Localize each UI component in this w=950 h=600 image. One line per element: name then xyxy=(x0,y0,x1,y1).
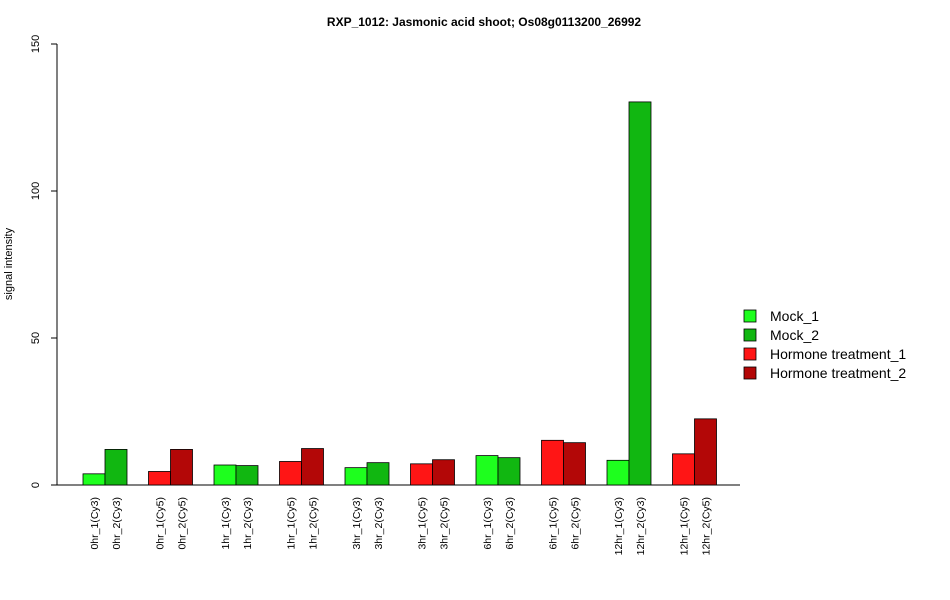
legend-swatch xyxy=(743,328,757,342)
x-tick-label: 12hr_2(Cy3) xyxy=(635,497,647,555)
bar-1hr-1-cy3 xyxy=(213,464,237,486)
bar-3hr-2-cy3 xyxy=(366,462,390,486)
x-tick-label: 6hr_2(Cy3) xyxy=(504,497,516,550)
bar-3hr-2-cy5 xyxy=(432,459,455,486)
x-tick-label: 0hr_1(Cy5) xyxy=(155,497,167,550)
bar-6hr-1-cy3 xyxy=(475,455,499,486)
x-tick-label: 12hr_2(Cy5) xyxy=(701,497,713,555)
bar-1hr-2-cy3 xyxy=(235,465,259,486)
bar-0hr-1-cy3 xyxy=(82,473,106,486)
y-tick-label: 50 xyxy=(30,332,42,344)
bar-6hr-2-cy5 xyxy=(563,442,586,486)
x-tick-label: 6hr_1(Cy5) xyxy=(548,497,560,550)
x-tick-label: 0hr_2(Cy5) xyxy=(177,497,189,550)
x-tick-label: 1hr_2(Cy3) xyxy=(242,497,254,550)
bar-0hr-2-cy5 xyxy=(170,449,193,486)
bar-3hr-1-cy3 xyxy=(344,467,368,486)
legend-label: Mock_1 xyxy=(770,308,819,324)
x-tick-label: 3hr_1(Cy5) xyxy=(417,497,429,550)
x-tick-label: 1hr_1(Cy3) xyxy=(220,497,232,550)
bar-6hr-2-cy3 xyxy=(497,457,521,486)
y-tick-label: 150 xyxy=(30,35,42,53)
legend-label: Hormone treatment_1 xyxy=(770,346,906,362)
bar-12hr-2-cy5 xyxy=(694,418,717,486)
x-tick-label: 1hr_2(Cy5) xyxy=(308,497,320,550)
legend-swatch xyxy=(743,309,757,323)
legend-swatch xyxy=(743,347,757,361)
legend-label: Mock_2 xyxy=(770,327,819,343)
x-tick-label: 1hr_1(Cy5) xyxy=(286,497,298,550)
x-tick-label: 0hr_1(Cy3) xyxy=(89,497,101,550)
bar-1hr-1-cy5 xyxy=(279,461,302,486)
bar-12hr-2-cy3 xyxy=(628,101,652,486)
x-tick-label: 3hr_1(Cy3) xyxy=(351,497,363,550)
y-axis: 0 50 100 150 xyxy=(30,35,58,488)
y-axis-label: signal intensity xyxy=(3,227,15,300)
bar-12hr-1-cy3 xyxy=(606,459,630,486)
bar-12hr-1-cy5 xyxy=(672,453,695,486)
x-tick-label: 0hr_2(Cy3) xyxy=(111,497,123,550)
x-tick-label: 3hr_2(Cy3) xyxy=(373,497,385,550)
bar-0hr-2-cy3 xyxy=(104,449,128,486)
x-tick-label: 6hr_2(Cy5) xyxy=(570,497,582,550)
x-tick-label: 12hr_1(Cy5) xyxy=(679,497,691,555)
bar-0hr-1-cy5 xyxy=(148,471,171,486)
x-tick-label: 12hr_1(Cy3) xyxy=(613,497,625,555)
bars xyxy=(57,101,740,486)
legend-label: Hormone treatment_2 xyxy=(770,365,906,381)
bar-3hr-1-cy5 xyxy=(410,463,433,486)
bar-6hr-1-cy5 xyxy=(541,439,564,486)
bar-1hr-2-cy5 xyxy=(301,448,324,486)
x-tick-label: 6hr_1(Cy3) xyxy=(482,497,494,550)
x-tick-labels: 0hr_1(Cy3) 0hr_2(Cy3) 0hr_1(Cy5) 0hr_2(Cy5)… xyxy=(89,497,713,555)
legend: Mock_1 Mock_2 Hormone treatment_1 Hormone t… xyxy=(743,308,906,381)
legend-swatch xyxy=(743,366,757,380)
y-tick-label: 100 xyxy=(30,182,42,200)
chart-title: RXP_1012: Jasmonic acid shoot; Os08g0113… xyxy=(327,15,642,29)
y-tick-label: 0 xyxy=(30,482,42,488)
x-tick-label: 3hr_2(Cy5) xyxy=(439,497,451,550)
